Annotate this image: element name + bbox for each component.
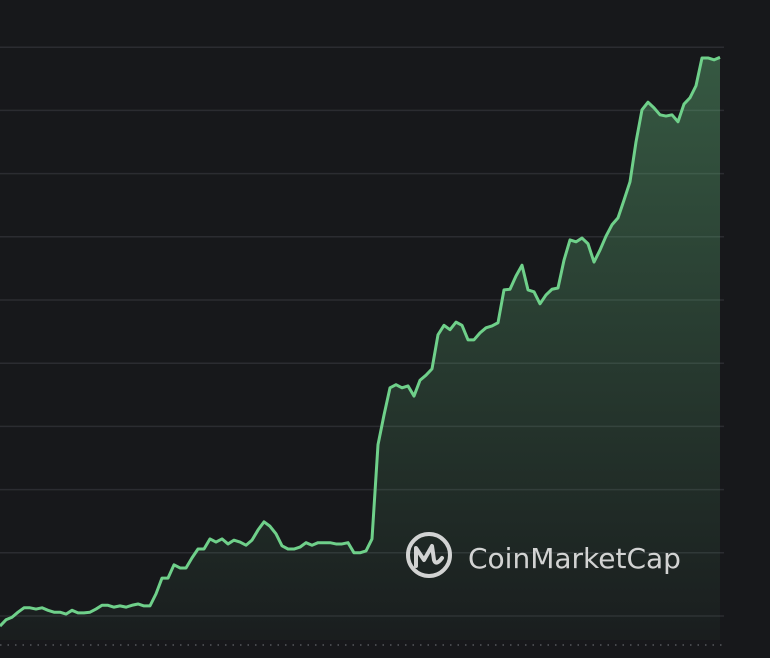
watermark-logo-mark <box>414 544 444 568</box>
watermark-text: CoinMarketCap <box>468 542 681 575</box>
price-line <box>0 55 721 628</box>
watermark-logo <box>406 532 452 578</box>
area-fill <box>0 57 720 641</box>
watermark: CoinMarketCap <box>406 532 681 578</box>
plot-area <box>0 55 721 641</box>
